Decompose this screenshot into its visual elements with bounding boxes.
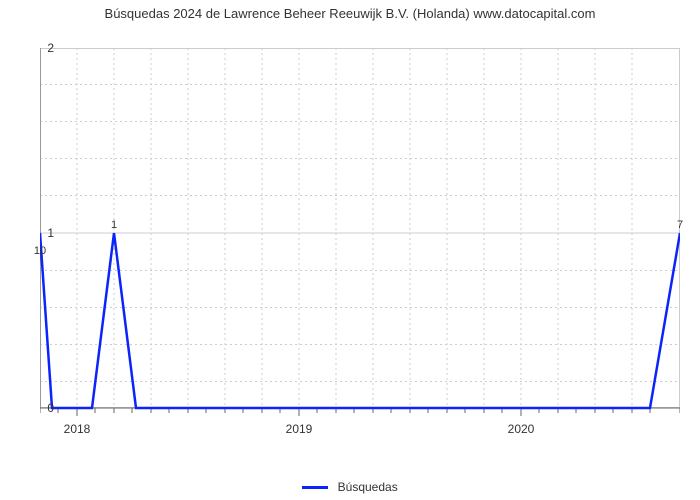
y-tick-label: 0: [40, 401, 54, 415]
chart-title: Búsquedas 2024 de Lawrence Beheer Reeuwi…: [0, 0, 700, 25]
y-tick-label: 2: [40, 41, 54, 55]
chart-svg: [40, 28, 680, 428]
chart-area: [40, 28, 680, 428]
legend: Búsquedas: [0, 480, 700, 494]
x-tick-label: 2020: [508, 422, 535, 436]
x-tick-label: 2019: [286, 422, 313, 436]
data-point-label: 1: [111, 219, 117, 231]
legend-label: Búsquedas: [338, 480, 398, 494]
y-tick-label: 1: [40, 226, 54, 240]
data-point-label: 7: [677, 219, 683, 231]
x-tick-label: 2018: [64, 422, 91, 436]
data-point-label: 10: [34, 245, 46, 257]
legend-swatch: [302, 486, 328, 489]
